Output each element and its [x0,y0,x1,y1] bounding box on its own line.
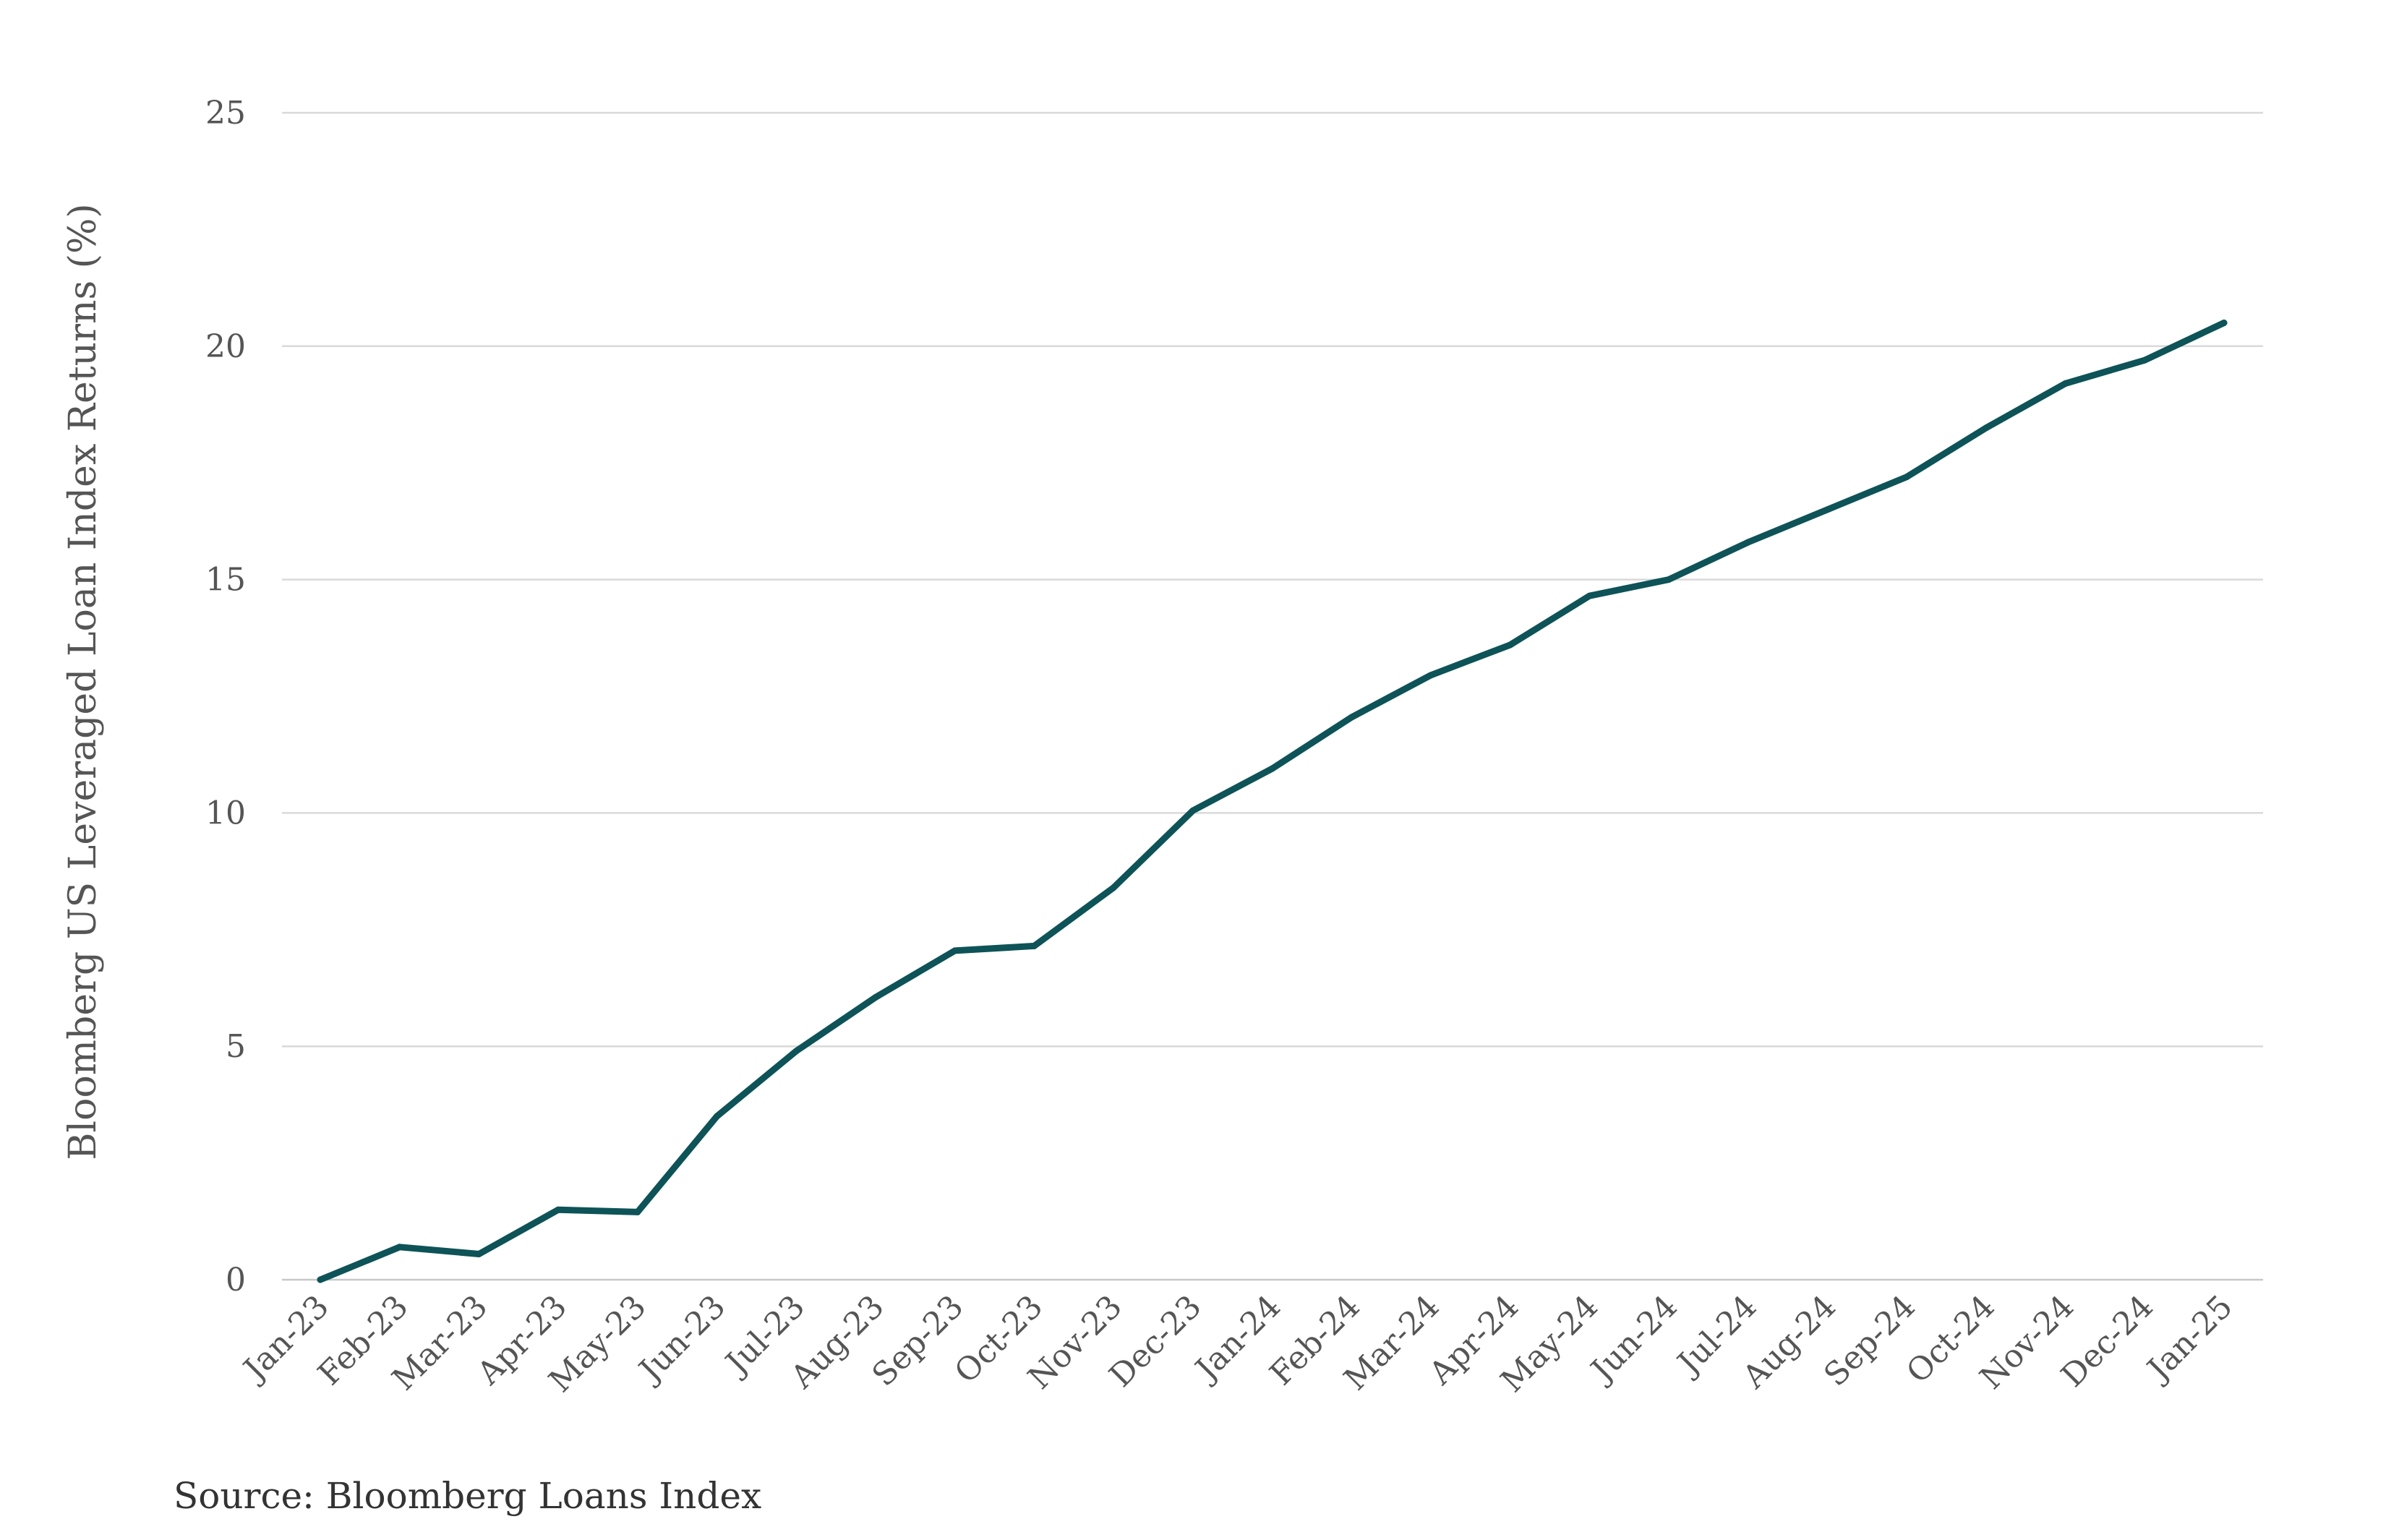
data-point [1586,592,1593,599]
x-tick-label: Jan-25 [2139,1288,2240,1390]
data-point [1507,641,1514,649]
data-point [792,1048,800,1055]
data-point [1189,807,1197,814]
data-point [317,1276,324,1283]
data-point [1903,474,1910,481]
data-point [1427,672,1434,679]
data-point [714,1113,720,1120]
y-axis-ticks: 0 5 10 15 20 25 [205,95,246,1299]
y-axis-label: Bloomberg US Leveraged Loan Index Return… [61,203,105,1160]
x-axis-ticks: Jan-23Feb-23Mar-23Apr-23May-23Jun-23Jul-… [235,1288,2240,1400]
series-line [317,320,2228,1283]
data-point [1983,424,1990,432]
y-tick-label: 25 [205,95,246,132]
data-point [396,1244,403,1251]
data-point [2220,320,2228,326]
data-point [1745,539,1752,546]
data-point [1348,714,1355,721]
y-tick-label: 0 [226,1262,246,1299]
data-point [952,947,959,954]
data-point [1269,765,1275,772]
data-point [872,993,879,1001]
y-tick-label: 5 [226,1028,246,1065]
x-tick-label: Jun-24 [1582,1288,1685,1391]
data-point [634,1208,641,1215]
x-tick-label: Jun-23 [630,1288,733,1391]
data-point [1110,884,1117,891]
gridlines [282,111,2263,1281]
source-note: Source: Bloomberg Loans Index [174,1475,762,1517]
y-tick-label: 10 [205,795,246,831]
data-point [1665,576,1672,583]
series-layer [317,320,2228,1283]
data-point [1824,506,1831,513]
data-point [1030,942,1038,949]
data-point [2141,356,2148,364]
y-tick-label: 20 [205,328,246,365]
data-point [555,1206,562,1213]
data-point [2062,380,2069,387]
data-point [475,1251,482,1257]
y-tick-label: 15 [205,562,246,599]
